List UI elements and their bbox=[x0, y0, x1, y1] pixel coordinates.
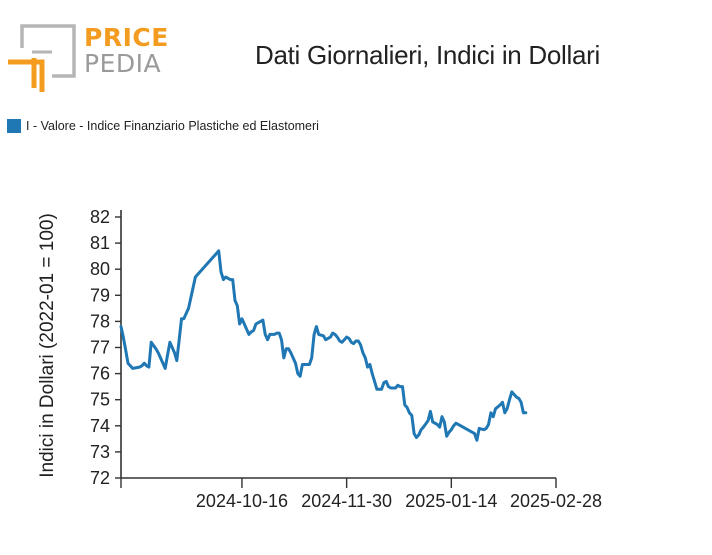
x-tick-label: 2025-01-14 bbox=[405, 491, 497, 511]
x-axis: 2024-10-16 2024-11-30 2025-01-14 2025-02-28 bbox=[120, 477, 602, 511]
series-line bbox=[119, 249, 528, 442]
y-tick-label: 73 bbox=[90, 442, 110, 462]
pricepedia-logo: PRICE PEDIA bbox=[8, 22, 168, 94]
y-axis: 72 73 74 75 76 77 78 79 80 81 82 bbox=[90, 207, 122, 488]
legend[interactable]: I - Valore - Indice Finanziario Plastich… bbox=[7, 119, 319, 133]
y-tick-label: 79 bbox=[90, 285, 110, 305]
y-tick-label: 78 bbox=[90, 311, 110, 331]
logo-word-price: PRICE bbox=[84, 23, 169, 52]
chart-title: Dati Giornalieri, Indici in Dollari bbox=[255, 40, 600, 70]
y-tick-label: 75 bbox=[90, 390, 110, 410]
y-tick-label: 80 bbox=[90, 259, 110, 279]
legend-label: I - Valore - Indice Finanziario Plastich… bbox=[26, 119, 319, 133]
y-tick-label: 77 bbox=[90, 338, 110, 358]
legend-swatch bbox=[7, 119, 21, 133]
x-tick-label: 2024-10-16 bbox=[196, 491, 288, 511]
x-tick-label: 2024-11-30 bbox=[301, 491, 392, 511]
y-tick-label: 74 bbox=[90, 416, 110, 436]
y-tick-label: 72 bbox=[90, 468, 110, 488]
y-tick-label: 82 bbox=[90, 207, 110, 227]
logo-word-pedia: PEDIA bbox=[84, 49, 162, 78]
logo-mark bbox=[8, 24, 76, 92]
y-tick-label: 76 bbox=[90, 364, 110, 384]
y-axis-title: Indici in Dollari (2022-01 = 100) bbox=[37, 213, 58, 478]
x-tick-label: 2025-02-28 bbox=[510, 491, 602, 511]
y-tick-label: 81 bbox=[90, 233, 110, 253]
